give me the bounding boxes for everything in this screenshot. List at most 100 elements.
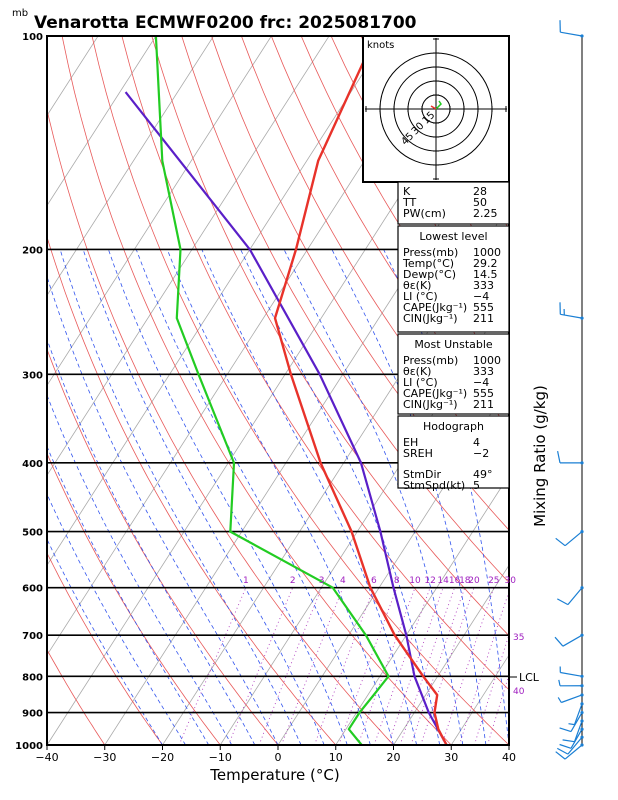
- dry-adiabat-line: [549, 4, 618, 760]
- pressure-tick-label: 1000: [15, 741, 43, 752]
- wind-barb-dot: [580, 743, 584, 747]
- dry-adiabat-line: [240, 36, 509, 480]
- mixing-ratio-label: 20: [468, 576, 480, 586]
- moist-adiabat-line: [47, 493, 186, 745]
- temperature-line: [273, 36, 448, 745]
- isotherm-line: [393, 564, 509, 745]
- panel-heading: Most Unstable: [414, 338, 493, 351]
- mixing-ratio-label: 16: [449, 576, 461, 586]
- wind-barb-dot: [580, 316, 584, 320]
- panel-row-value: 555: [473, 387, 494, 400]
- panel-row-value: 29.2: [473, 257, 498, 270]
- mixing-ratio-label: 14: [437, 576, 449, 586]
- isotherm-line: [47, 36, 388, 566]
- moist-adiabat-line: [59, 249, 302, 745]
- wind-barb-dot: [580, 735, 584, 739]
- hodograph-trace: [435, 100, 442, 110]
- x-tick-label: −30: [93, 751, 116, 764]
- wind-barb-dot: [580, 586, 584, 590]
- moist-adiabat-line: [166, 249, 394, 745]
- info-panel: [397, 181, 510, 225]
- dry-adiabat-line: [47, 552, 163, 745]
- isotherm-line: [47, 36, 215, 297]
- hodograph-trace: [430, 105, 437, 110]
- wind-barb: [570, 712, 583, 732]
- chart-title: Venarotta ECMWF0200 frc: 2025081700: [34, 13, 417, 33]
- lcl-label: LCL: [519, 671, 540, 684]
- dry-adiabat-line: [151, 36, 509, 637]
- panel-row-value: −2: [473, 447, 489, 460]
- wind-barb: [560, 671, 583, 677]
- x-tick-label: 0: [275, 751, 282, 764]
- wind-barb-dot: [580, 702, 584, 706]
- wind-barb-flag: [557, 747, 569, 755]
- wind-barb-dot: [580, 710, 584, 715]
- wind-barb: [564, 744, 583, 760]
- panel-row-label: LI (°C): [403, 290, 438, 303]
- moist-adiabat-line: [47, 445, 210, 745]
- moist-adiabat-line: [47, 337, 256, 745]
- panel-row-value: 4: [473, 436, 480, 449]
- x-tick-label: 10: [329, 751, 343, 764]
- mixing-ratio-axis-title: Mixing Ratio (g/kg): [531, 385, 549, 527]
- wind-barb: [570, 728, 583, 749]
- mixing-ratio-label: 25: [488, 576, 499, 586]
- mixing-ratio-label: 6: [371, 576, 377, 586]
- wind-barb-flag: [558, 679, 561, 686]
- panel-row-value: 333: [473, 279, 494, 292]
- wind-barb-flag: [559, 727, 572, 733]
- wind-barb: [573, 720, 583, 742]
- moist-adiabat-line: [108, 249, 348, 745]
- mixing-ratio-line: [410, 587, 466, 745]
- panel-row-label: K: [403, 185, 411, 198]
- mixing-ratio-label: 30: [504, 576, 516, 586]
- dry-adiabat-line: [181, 36, 509, 584]
- panel-row-value: 555: [473, 301, 494, 314]
- mixing-ratio-side-label: 40: [513, 687, 525, 697]
- wind-barb-dot: [580, 684, 584, 688]
- panel-heading: Lowest level: [419, 230, 487, 243]
- panel-row-label: CAPE(Jkg⁻¹): [403, 387, 467, 400]
- x-axis-title: Temperature (°C): [209, 766, 339, 784]
- mixing-ratio-label: 3: [319, 576, 325, 586]
- moist-adiabat-line: [47, 275, 279, 745]
- panel-row-value: 1000: [473, 354, 501, 367]
- panel-row-value: 5: [473, 479, 480, 492]
- wind-barb-flag: [557, 697, 562, 703]
- panel-row-label: EH: [403, 436, 418, 449]
- mixing-ratio-line: [227, 587, 294, 745]
- wind-barb: [562, 634, 583, 647]
- isotherm-line: [557, 4, 618, 760]
- isotherm-line: [162, 204, 509, 745]
- isotherm-line: [47, 36, 157, 207]
- pressure-tick-label: 200: [22, 245, 43, 256]
- dry-adiabat-line: [47, 235, 337, 745]
- wind-barb-column: [554, 20, 584, 760]
- x-tick-label: −40: [35, 751, 58, 764]
- wind-barb-dot: [580, 674, 584, 678]
- panel-row-label: θε(K): [403, 365, 431, 378]
- panel-row-label: PW(cm): [403, 207, 446, 220]
- wind-barb-dot: [580, 719, 584, 723]
- mixing-ratio-line: [314, 587, 375, 745]
- mixing-ratio-label: 10: [409, 576, 421, 586]
- wind-barb-flag: [559, 743, 572, 749]
- panel-row-label: SREH: [403, 447, 433, 460]
- wind-barb-flag: [568, 723, 575, 726]
- panel-row-label: CIN(Jkg⁻¹): [403, 398, 458, 411]
- moist-adiabat-line: [82, 249, 325, 745]
- panel-row-value: −4: [473, 290, 489, 303]
- pressure-unit-label: mb: [12, 8, 28, 19]
- wind-barb: [560, 313, 583, 319]
- panel-row-label: TT: [402, 196, 417, 209]
- pressure-tick-label: 600: [22, 584, 43, 595]
- x-tick-label: 30: [444, 751, 458, 764]
- pressure-tick-label: 400: [22, 459, 43, 470]
- panel-row-value: −4: [473, 376, 489, 389]
- pressure-tick-label: 300: [22, 370, 43, 381]
- dry-adiabat-line: [47, 648, 106, 745]
- dry-adiabat-line: [491, 4, 618, 760]
- isotherm-line: [0, 4, 3, 760]
